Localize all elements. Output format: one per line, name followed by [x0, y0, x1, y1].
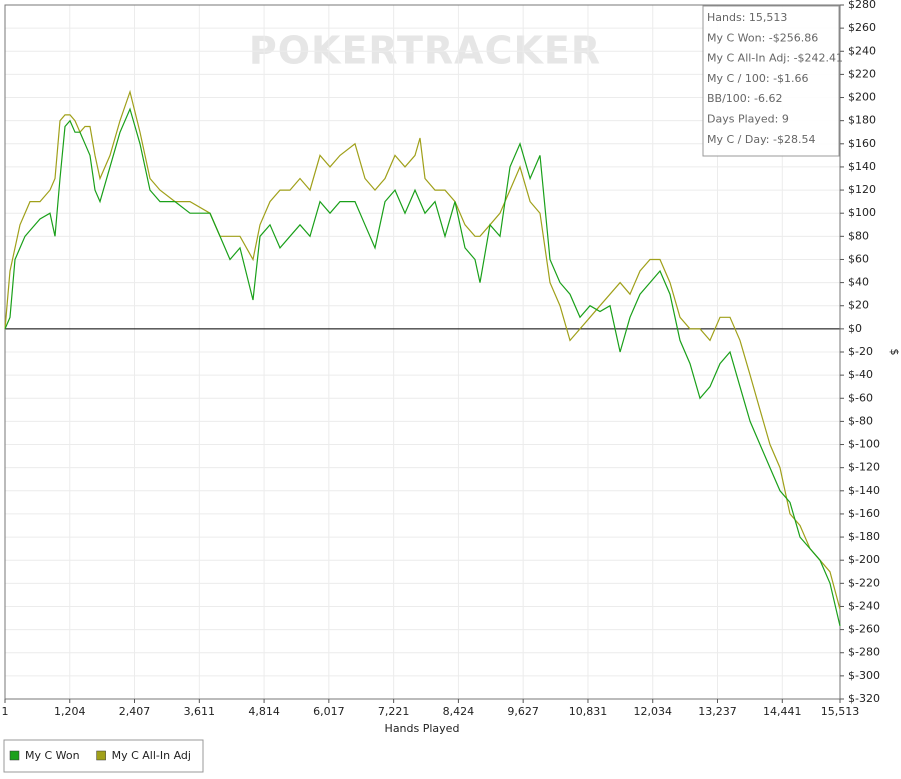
y-tick-label: $180: [848, 114, 876, 127]
x-tick-label: 4,814: [248, 705, 280, 718]
y-tick-label: $-120: [848, 461, 880, 474]
x-tick-label: 14,441: [763, 705, 802, 718]
y-tick-label: $220: [848, 67, 876, 80]
stats-box: [702, 5, 840, 157]
stat-line: Days Played: 9: [707, 113, 789, 126]
stat-line: My C / Day: -$28.54: [707, 133, 815, 146]
y-tick-label: $120: [848, 183, 876, 196]
y-tick-label: $-40: [848, 368, 873, 381]
legend-label: My C Won: [25, 749, 80, 762]
x-tick-label: 1: [2, 705, 9, 718]
stat-line: My C / 100: -$1.66: [707, 72, 809, 85]
y-tick-label: $-100: [848, 438, 880, 451]
stat-line: My C Won: -$256.86: [707, 31, 818, 44]
y-tick-label: $-140: [848, 484, 880, 497]
y-tick-label: $60: [848, 252, 869, 265]
series-line: [4, 89, 841, 610]
stat-line: My C All-In Adj: -$242.41: [707, 52, 843, 65]
y-tick-label: $140: [848, 160, 876, 173]
x-tick-label: 2,407: [119, 705, 151, 718]
legend-swatch: [9, 750, 20, 761]
y-tick-label: $-60: [848, 391, 873, 404]
y-tick-label: $-280: [848, 646, 880, 659]
y-tick-label: $-220: [848, 576, 880, 589]
y-tick-label: $-80: [848, 414, 873, 427]
x-axis-label: Hands Played: [385, 722, 460, 735]
y-tick-label: $-320: [848, 692, 880, 705]
legend-label: My C All-In Adj: [112, 749, 191, 762]
x-tick-label: 6,017: [313, 705, 345, 718]
y-tick-label: $80: [848, 229, 869, 242]
series-line: [4, 107, 841, 627]
y-tick-label: $-180: [848, 530, 880, 543]
x-tick-label: 7,221: [378, 705, 410, 718]
y-tick-label: $0: [848, 322, 862, 335]
y-tick-label: $260: [848, 21, 876, 34]
y-tick-label: $-240: [848, 599, 880, 612]
y-tick-label: $-20: [848, 345, 873, 358]
y-axis-label: $: [888, 349, 901, 356]
x-tick-label: 8,424: [443, 705, 475, 718]
y-tick-label: $-200: [848, 553, 880, 566]
x-tick-label: 13,237: [698, 705, 737, 718]
x-tick-label: 3,611: [184, 705, 216, 718]
y-tick-label: $20: [848, 299, 869, 312]
y-tick-label: $280: [848, 0, 876, 11]
y-tick-label: $40: [848, 276, 869, 289]
y-tick-label: $240: [848, 44, 876, 57]
x-tick-label: 9,627: [507, 705, 539, 718]
y-tick-label: $200: [848, 91, 876, 104]
legend-swatch: [96, 750, 106, 761]
y-tick-label: $-260: [848, 623, 880, 636]
watermark: POKERTRACKER: [249, 29, 601, 73]
y-tick-label: $160: [848, 137, 876, 150]
stat-line: BB/100: -6.62: [707, 92, 782, 105]
y-tick-label: $-160: [848, 507, 880, 520]
x-tick-label: 1,204: [54, 705, 86, 718]
x-tick-label: 10,831: [569, 705, 608, 718]
y-tick-label: $100: [848, 206, 876, 219]
x-tick-label: 12,034: [633, 705, 672, 718]
stat-line: Hands: 15,513: [707, 11, 787, 24]
x-tick-label: 15,513: [821, 705, 860, 718]
y-tick-label: $-300: [848, 669, 880, 682]
